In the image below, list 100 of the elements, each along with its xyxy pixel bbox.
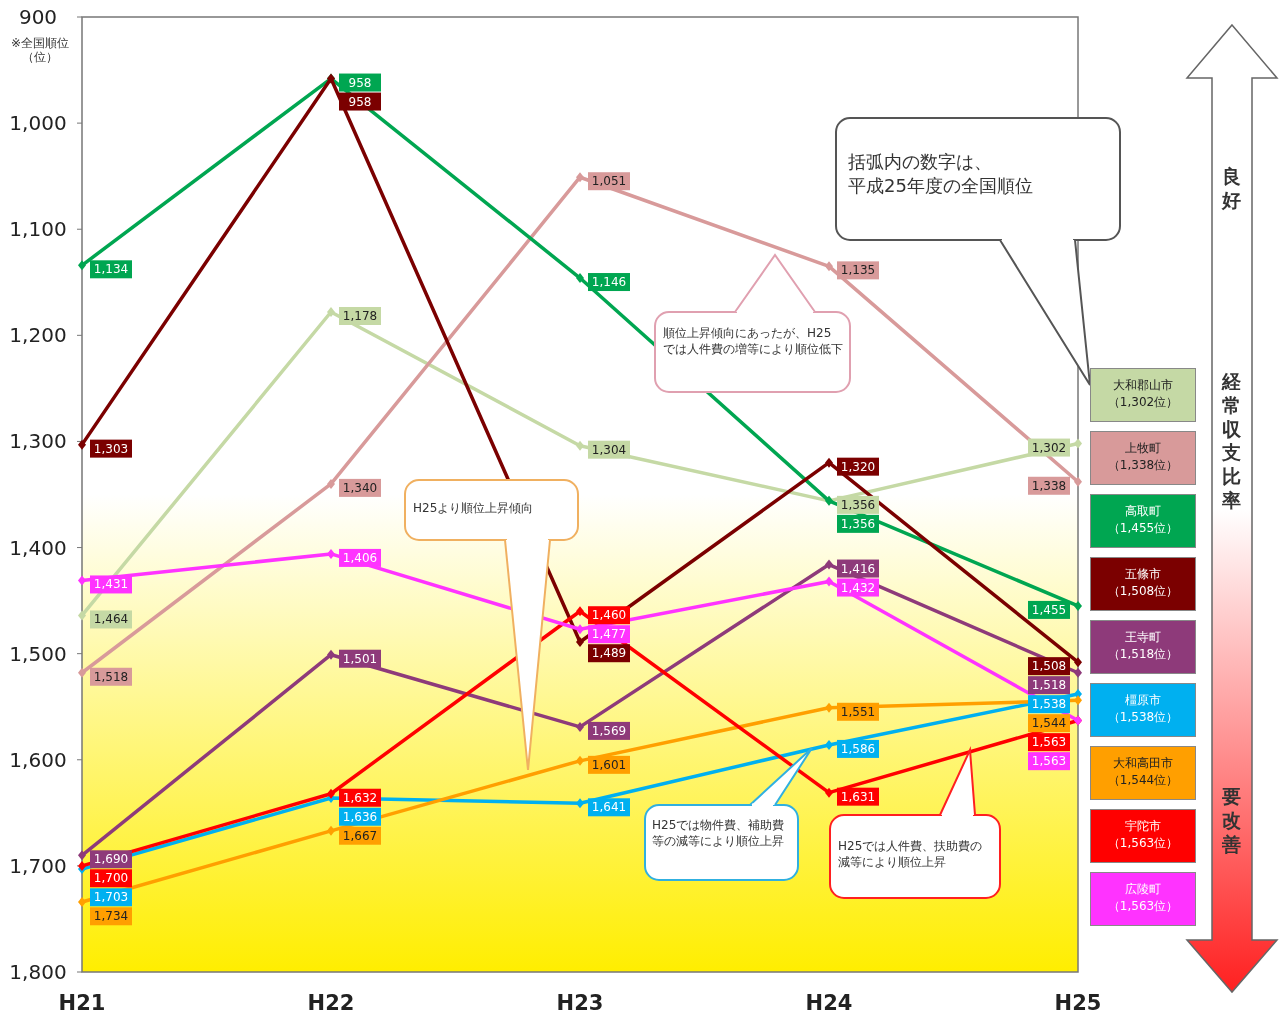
point <box>576 755 584 766</box>
x-tick-label: H25 <box>1054 991 1102 1015</box>
data-label: 1,455 <box>1031 602 1067 617</box>
data-label: 1,356 <box>840 516 876 531</box>
data-label: 1,489 <box>591 646 627 661</box>
text: 経常収支比率 <box>1220 370 1242 513</box>
y-tick-label: 1,700 <box>9 853 67 878</box>
data-label: 1,134 <box>93 262 129 277</box>
data-label: 1,563 <box>1031 735 1067 750</box>
x-tick-label: H21 <box>58 991 106 1015</box>
data-label: 1,338 <box>1031 478 1067 493</box>
data-label: 1,051 <box>591 174 627 189</box>
data-label: 1,544 <box>1031 716 1067 731</box>
point <box>1074 600 1082 611</box>
data-label: 1,632 <box>342 790 378 805</box>
text: 橿原市（1,538位） <box>1106 692 1180 726</box>
point <box>78 260 86 271</box>
point <box>78 439 86 450</box>
data-label: 1,690 <box>93 852 129 867</box>
point <box>576 273 584 284</box>
text: 高取町（1,455位） <box>1106 503 1180 537</box>
data-label: 1,460 <box>591 608 627 623</box>
x-tick-label: H23 <box>556 991 604 1015</box>
text: 要改善 <box>1220 785 1242 857</box>
annotation: H25では物件費、補助費等の減等により順位上昇 <box>652 817 786 850</box>
data-label: 1,703 <box>93 890 129 905</box>
annotation: 括弧内の数字は、平成25年度の全国順位 <box>848 150 1034 199</box>
point <box>327 306 335 317</box>
data-label: 1,135 <box>840 263 876 278</box>
point <box>825 261 833 272</box>
y-tick-label: 1,800 <box>9 960 67 984</box>
data-label: 1,734 <box>93 909 129 924</box>
data-label: 1,569 <box>591 723 627 738</box>
data-label: 1,518 <box>93 669 129 684</box>
point <box>327 478 335 489</box>
point <box>576 636 584 647</box>
data-label: 1,303 <box>93 441 129 456</box>
point <box>1074 476 1082 487</box>
point <box>825 559 833 570</box>
point <box>1074 438 1082 449</box>
y-tick-label: 1,600 <box>9 747 67 772</box>
point <box>78 860 86 871</box>
data-label: 1,636 <box>342 809 378 824</box>
data-label: 1,518 <box>1031 678 1067 693</box>
point <box>327 548 335 559</box>
point <box>78 610 86 621</box>
text: 大和郡山市（1,302位） <box>1106 377 1180 411</box>
point <box>1074 695 1082 706</box>
data-label: 1,320 <box>840 459 876 474</box>
point <box>78 667 86 678</box>
point <box>825 787 833 798</box>
text: 大和高田市（1,544位） <box>1106 755 1180 789</box>
y-tick-label: 1,000 <box>9 111 67 136</box>
text: 五條市（1,508位） <box>1106 566 1180 600</box>
text: 広陵町（1,563位） <box>1106 881 1180 915</box>
point <box>576 606 584 617</box>
point <box>825 739 833 750</box>
data-label: 1,146 <box>591 275 627 290</box>
data-label: 958 <box>348 94 372 109</box>
y-tick-label: 1,200 <box>9 323 67 348</box>
point <box>576 624 584 635</box>
data-label: 1,551 <box>840 704 876 719</box>
data-label: 1,431 <box>93 577 129 592</box>
point <box>1074 667 1082 678</box>
x-tick-label: H24 <box>805 991 853 1015</box>
data-label: 1,508 <box>1031 659 1067 674</box>
data-label: 1,406 <box>342 550 378 565</box>
data-label: 1,700 <box>93 871 129 886</box>
data-label: 1,641 <box>591 800 627 815</box>
data-label: 1,501 <box>342 651 378 666</box>
data-label: 1,416 <box>840 561 876 576</box>
point <box>327 788 335 799</box>
point <box>327 825 335 836</box>
point <box>1074 688 1082 699</box>
point <box>576 172 584 183</box>
y-tick-label: 1,300 <box>9 429 67 454</box>
annotation: H25より順位上昇傾向 <box>413 500 535 517</box>
x-tick-label: H22 <box>307 991 355 1015</box>
data-label: 1,464 <box>93 612 129 627</box>
data-label: 1,667 <box>342 828 378 843</box>
data-label: 1,477 <box>591 627 627 642</box>
point <box>78 575 86 586</box>
y-tick-label: 1,500 <box>9 641 67 666</box>
text: 上牧町（1,338位） <box>1106 440 1180 474</box>
data-label: 1,304 <box>591 442 627 457</box>
data-label: 1,631 <box>840 789 876 804</box>
annotation: 順位上昇傾向にあったが、H25では人件費の増等により順位低下 <box>663 325 843 358</box>
y-axis-title: ※全国順位（位） <box>9 36 71 65</box>
point <box>576 440 584 451</box>
y-tick-label: 900 <box>18 5 58 29</box>
y-tick-label: 1,400 <box>9 535 67 560</box>
point <box>576 798 584 809</box>
data-label: 1,302 <box>1031 440 1067 455</box>
data-label: 1,356 <box>840 497 876 512</box>
data-label: 958 <box>348 75 372 90</box>
point <box>1074 657 1082 668</box>
data-label: 1,586 <box>840 741 876 756</box>
data-label: 1,538 <box>1031 697 1067 712</box>
point <box>78 850 86 861</box>
data-label: 1,178 <box>342 308 378 323</box>
